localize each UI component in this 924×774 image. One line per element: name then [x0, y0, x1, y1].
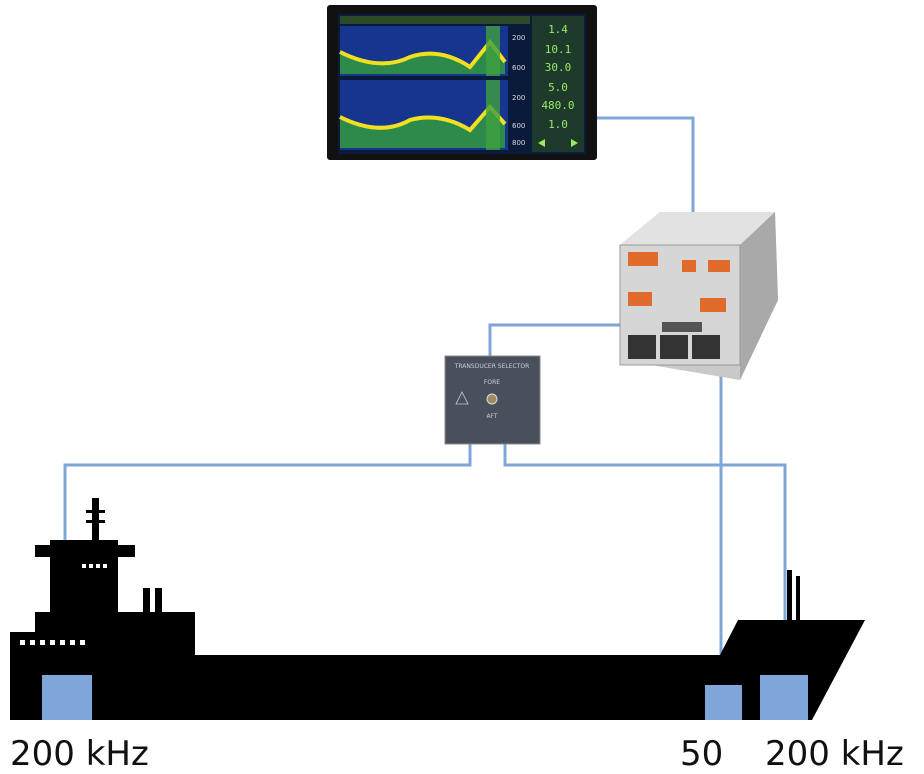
transducer-selector: TRANSDUCER SELECTOR FORE AFT — [444, 355, 541, 445]
transducer — [42, 675, 92, 720]
wire — [488, 323, 622, 356]
transducer-label: 200 kHz — [765, 734, 904, 774]
processor-unit — [619, 212, 778, 380]
echo-sounder-display: 200 600 200 600 800 1.4 10.1 30.0 5.0 48… — [327, 5, 597, 160]
wiring — [63, 116, 787, 686]
wire — [597, 116, 695, 212]
selector-title: TRANSDUCER SELECTOR — [454, 363, 530, 370]
readout: 480.0 — [541, 99, 574, 112]
depth-label: 800 — [512, 139, 525, 147]
toolbar — [340, 16, 530, 24]
readout: 30.0 — [545, 61, 572, 74]
selector-aft: AFT — [486, 413, 497, 420]
depth-label: 600 — [512, 122, 525, 130]
transducer-label: 50 — [680, 734, 723, 774]
readout: 10.1 — [545, 43, 572, 56]
wire — [503, 444, 787, 676]
transducer — [760, 675, 808, 720]
readout-panel — [532, 16, 584, 152]
depth-label: 600 — [512, 64, 525, 72]
depth-label: 200 — [512, 94, 525, 102]
switch — [486, 393, 498, 405]
selector-fore: FORE — [484, 379, 500, 386]
transducer — [705, 685, 742, 720]
transducer-label: 200 kHz — [10, 734, 149, 774]
ship — [10, 498, 865, 720]
depth-label: 200 — [512, 34, 525, 42]
echogram — [339, 26, 508, 150]
readout: 1.0 — [548, 118, 568, 131]
readout: 5.0 — [548, 81, 568, 94]
readout: 1.4 — [548, 23, 568, 36]
